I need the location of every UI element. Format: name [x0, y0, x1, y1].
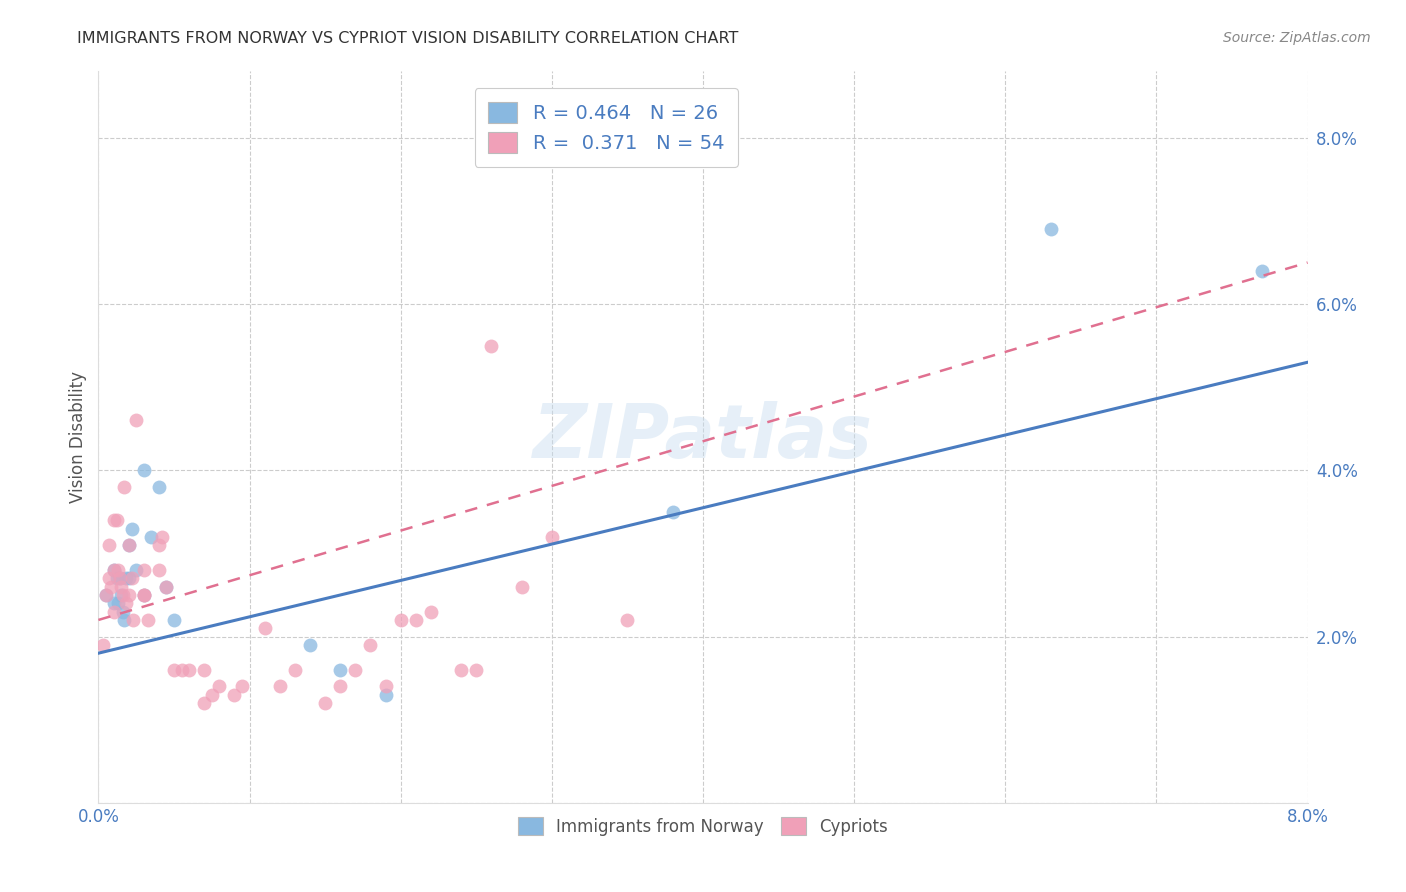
Point [450, 663, 472, 677]
Point [94, 588, 117, 602]
Point [94, 588, 117, 602]
Point [360, 638, 382, 652]
Point [125, 413, 148, 427]
Point [114, 596, 136, 610]
Point [136, 613, 159, 627]
Point [125, 563, 148, 577]
Point [329, 663, 352, 677]
Point [224, 688, 246, 702]
Point [269, 680, 291, 694]
Point [155, 580, 177, 594]
Legend: Immigrants from Norway, Cypriots: Immigrants from Norway, Cypriots [508, 807, 898, 846]
Point [105, 513, 128, 527]
Point [170, 663, 193, 677]
Point [121, 571, 143, 585]
Point [420, 605, 443, 619]
Point [132, 588, 155, 602]
Point [314, 696, 336, 710]
Point [148, 538, 170, 552]
Point [389, 613, 412, 627]
Point [405, 613, 427, 627]
Point [107, 563, 129, 577]
Point [465, 663, 488, 677]
Point [110, 580, 132, 594]
Point [155, 580, 177, 594]
Point [163, 663, 186, 677]
Point [108, 571, 131, 585]
Point [110, 588, 132, 602]
Point [103, 563, 125, 577]
Y-axis label: Vision Disability: Vision Disability [69, 371, 87, 503]
Point [132, 588, 155, 602]
Point [103, 596, 125, 610]
Point [108, 571, 131, 585]
Point [1251, 264, 1274, 278]
Text: IMMIGRANTS FROM NORWAY VS CYPRIOT VISION DISABILITY CORRELATION CHART: IMMIGRANTS FROM NORWAY VS CYPRIOT VISION… [77, 31, 738, 46]
Point [118, 538, 141, 552]
Point [111, 605, 134, 619]
Point [253, 621, 276, 635]
Point [100, 580, 122, 594]
Point [107, 596, 129, 610]
Point [510, 580, 533, 594]
Point [132, 588, 155, 602]
Point [118, 588, 141, 602]
Point [118, 571, 141, 585]
Point [616, 613, 638, 627]
Point [121, 521, 143, 535]
Point [122, 613, 145, 627]
Point [374, 680, 396, 694]
Point [112, 480, 135, 494]
Point [103, 563, 125, 577]
Point [148, 480, 170, 494]
Point [103, 605, 125, 619]
Point [344, 663, 367, 677]
Point [98, 538, 121, 552]
Point [374, 688, 396, 702]
Point [132, 563, 155, 577]
Point [148, 563, 170, 577]
Point [231, 680, 253, 694]
Point [299, 638, 322, 652]
Point [103, 513, 125, 527]
Point [193, 663, 215, 677]
Point [661, 505, 683, 519]
Point [481, 338, 503, 352]
Point [118, 538, 141, 552]
Point [105, 571, 128, 585]
Point [201, 688, 224, 702]
Point [132, 463, 155, 477]
Point [98, 571, 121, 585]
Point [91, 638, 114, 652]
Point [141, 530, 163, 544]
Point [150, 530, 173, 544]
Text: ZIPatlas: ZIPatlas [533, 401, 873, 474]
Point [284, 663, 307, 677]
Point [163, 613, 186, 627]
Point [540, 530, 562, 544]
Point [208, 680, 231, 694]
Point [179, 663, 201, 677]
Point [193, 696, 215, 710]
Text: Source: ZipAtlas.com: Source: ZipAtlas.com [1223, 31, 1371, 45]
Point [112, 613, 135, 627]
Point [1039, 222, 1062, 236]
Point [111, 588, 134, 602]
Point [114, 571, 136, 585]
Point [329, 680, 352, 694]
